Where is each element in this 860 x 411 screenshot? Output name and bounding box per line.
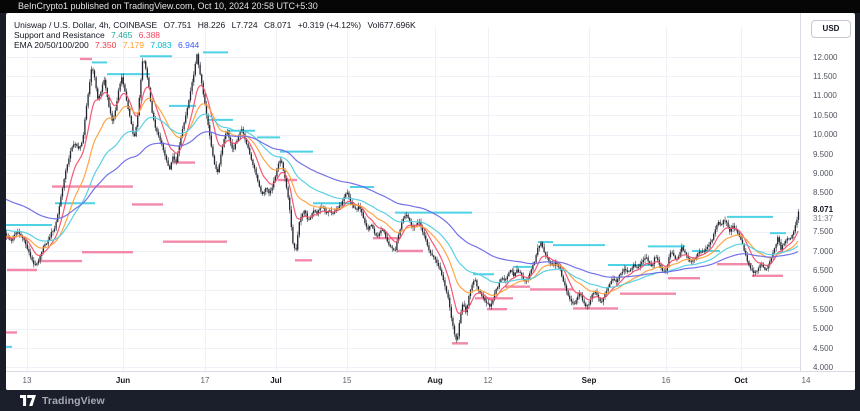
chart-legend: Uniswap / U.S. Dollar, 4h, COINBASE O7.7… bbox=[14, 20, 420, 50]
price-tick-label: 9.000 bbox=[813, 168, 834, 178]
ohlc-low: L7.724 bbox=[231, 20, 258, 30]
last-price-value: 8.071 bbox=[813, 204, 834, 214]
ohlc-high: H8.226 bbox=[197, 20, 226, 30]
indicator-name: EMA 20/50/100/200 bbox=[14, 40, 89, 50]
currency-unit-button[interactable]: USD bbox=[811, 20, 851, 38]
time-tick-label: Jun bbox=[115, 376, 131, 385]
time-tick-label: 13 bbox=[22, 376, 32, 385]
tradingview-attribution[interactable]: TradingView bbox=[20, 390, 105, 411]
price-tick-label: 5.000 bbox=[813, 324, 834, 334]
support-value: 6.388 bbox=[138, 30, 161, 40]
footer-bar: TradingView bbox=[0, 390, 860, 411]
time-tick-label: Aug bbox=[427, 376, 443, 385]
resistance-value: 7.465 bbox=[111, 30, 133, 40]
price-tick-label: 9.500 bbox=[813, 149, 834, 159]
symbol-title: Uniswap / U.S. Dollar, 4h, COINBASE bbox=[14, 20, 158, 30]
time-tick-label: 14 bbox=[801, 376, 811, 385]
ohlc-close: C8.071 bbox=[263, 20, 292, 30]
price-tick-label: 6.500 bbox=[813, 265, 834, 275]
last-price-label: 8.071 31:37 bbox=[813, 205, 833, 223]
tradingview-logo-icon bbox=[20, 395, 36, 406]
price-tick-label: 10.500 bbox=[813, 110, 838, 120]
publish-header-bar: BeInCrypto1 published on TradingView.com… bbox=[0, 0, 860, 13]
price-tick-label: 11.000 bbox=[813, 91, 837, 101]
bar-countdown: 31:37 bbox=[813, 213, 834, 223]
tradingview-brand: TradingView bbox=[42, 394, 105, 407]
volume-value: Vol677.696K bbox=[367, 20, 416, 30]
price-tick-label: 5.500 bbox=[813, 304, 834, 314]
price-tick-label: 11.500 bbox=[813, 71, 837, 81]
ema100-value: 7.083 bbox=[150, 40, 172, 50]
price-tick-label: 12.000 bbox=[813, 52, 838, 62]
time-tick-label: 17 bbox=[200, 376, 210, 385]
time-tick-label: 12 bbox=[483, 376, 493, 385]
ema200-value: 6.944 bbox=[178, 40, 200, 50]
price-tick-label: 7.500 bbox=[813, 227, 834, 237]
indicator-name: Support and Resistance bbox=[14, 30, 105, 40]
ema50-value: 7.179 bbox=[122, 40, 144, 50]
ohlc-open: O7.751 bbox=[163, 20, 192, 30]
chart-card: Uniswap / U.S. Dollar, 4h, COINBASE O7.7… bbox=[6, 13, 855, 390]
price-tick-label: 4.000 bbox=[813, 362, 834, 372]
time-tick-label: Sep bbox=[581, 376, 597, 385]
ema20-value: 7.350 bbox=[95, 40, 117, 50]
price-tick-label: 6.000 bbox=[813, 285, 834, 295]
time-tick-label: Jul bbox=[270, 376, 282, 385]
legend-ema-row[interactable]: EMA 20/50/100/200 7.350 7.179 7.083 6.94… bbox=[14, 40, 420, 50]
price-tick-label: 8.500 bbox=[813, 188, 834, 198]
price-tick-label: 10.000 bbox=[813, 130, 838, 140]
time-tick-label: Oct bbox=[734, 376, 748, 385]
price-scale-axis[interactable]: USD 8.071 31:37 12.000 11.500 11.000 10.500… bbox=[800, 13, 855, 372]
time-tick-label: 15 bbox=[342, 376, 352, 385]
legend-symbol-row: Uniswap / U.S. Dollar, 4h, COINBASE O7.7… bbox=[14, 20, 420, 30]
legend-support-resistance-row[interactable]: Support and Resistance 7.465 6.388 bbox=[14, 30, 420, 40]
price-tick-label: 4.500 bbox=[813, 343, 834, 353]
price-chart-canvas[interactable] bbox=[6, 13, 855, 390]
publish-header-text: BeInCrypto1 published on TradingView.com… bbox=[18, 1, 318, 11]
time-tick-label: 16 bbox=[661, 376, 671, 385]
price-change: +0.319 (+4.12%) bbox=[297, 20, 362, 30]
price-tick-label: 7.000 bbox=[813, 246, 834, 256]
time-scale-axis[interactable]: 13 Jun 17 Jul 15 Aug 12 Sep 16 Oct 14 bbox=[6, 371, 855, 390]
